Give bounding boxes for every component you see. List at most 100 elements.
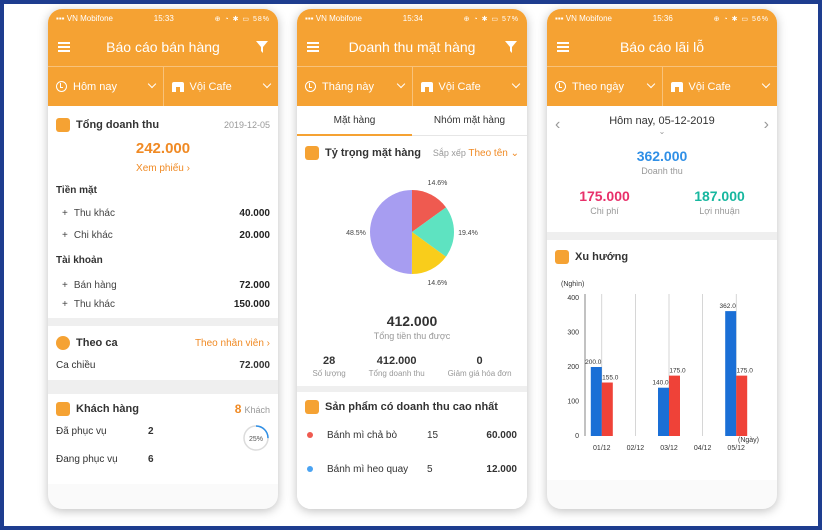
cost-value: 175.000 — [579, 188, 630, 204]
x-tick-label: 05/12 — [727, 445, 745, 452]
cost-label: Chi phí — [590, 206, 619, 216]
money-icon — [56, 118, 70, 132]
x-tick-label: 01/12 — [593, 445, 611, 452]
pie-slice — [412, 207, 454, 257]
time-filter-dropdown[interactable]: Theo ngày — [547, 67, 662, 106]
bar-value-label: 155.0 — [602, 375, 619, 382]
battery: 58% — [252, 15, 270, 23]
list-item[interactable]: Bánh mì chả bò 15 60.000 — [297, 418, 527, 452]
chevron-down-icon — [396, 79, 405, 89]
divider — [48, 318, 278, 326]
total-revenue-amount: 242.000 — [135, 140, 191, 157]
filter-bar: Tháng này Vội Cafe — [297, 66, 527, 106]
time-filter-label: Hôm nay — [73, 80, 118, 93]
cash-label: Tiền mặt — [56, 184, 97, 196]
divider — [297, 386, 527, 392]
list-item[interactable]: Bánh mì heo quay 5 12.000 — [297, 452, 527, 486]
time-filter-dropdown[interactable]: Hôm nay — [48, 67, 163, 106]
clock: 15:34 — [402, 14, 423, 23]
date-navigator: ‹ Hôm nay, 05-12-2019 ⌄ › — [547, 106, 777, 144]
y-axis-label: (Nghìn) — [561, 281, 584, 288]
bar-value-label: 200.0 — [585, 359, 602, 366]
pie-slice-label: 19.4% — [458, 230, 478, 237]
pie-chart: 14.6% 19.4% 14.6% 48.5% — [346, 180, 478, 287]
store-filter-dropdown[interactable]: Vội Cafe — [661, 67, 778, 106]
tab-items[interactable]: Mặt hàng — [297, 106, 412, 136]
shift-icon — [56, 336, 70, 350]
share-label: Tỷ trọng mặt hàng — [325, 147, 421, 159]
top-products-label: Sản phẩm có doanh thu cao nhất — [325, 401, 498, 413]
stat-discount: 0 Giảm giá hóa đơn — [447, 355, 512, 378]
section-header: Sản phẩm có doanh thu cao nhất — [297, 396, 527, 418]
phone-item-revenue: ▪▪▪ VN Mobifone 15:34 ⊕ ◔ ✱ ▭ 57% Doanh … — [297, 9, 527, 509]
bar-value-label: 140.0 — [652, 380, 669, 387]
status-bar: ▪▪▪ VN Mobifone 15:34 ⊕ ◔ ✱ ▭ 57% — [297, 9, 527, 28]
trend-label: Xu hướng — [575, 251, 629, 263]
menu-icon[interactable] — [307, 42, 319, 52]
store-filter-label: Vội Cafe — [189, 80, 232, 93]
filter-icon[interactable] — [256, 41, 268, 53]
chevron-right-icon[interactable]: › — [763, 116, 769, 133]
bar — [658, 387, 669, 436]
filter-bar: Hôm nay Vội Cafe — [48, 66, 278, 106]
divider — [48, 380, 278, 394]
bar-chart: (Nghìn) 0 100 200 300 400 01/12 200.0 155.0 02/12… — [561, 281, 759, 452]
phone-profit-report: ▪▪▪ VN Mobifone 15:36 ⊕ ◔ ✱ ▭ 56% Báo cá… — [547, 9, 777, 509]
y-tick-label: 400 — [567, 295, 579, 302]
filter-bar: Theo ngày Vội Cafe — [547, 66, 777, 106]
store-filter-dropdown[interactable]: Vội Cafe — [162, 67, 279, 106]
shift-label: Theo ca — [76, 337, 118, 349]
chevron-left-icon[interactable]: ‹ — [555, 116, 561, 133]
clock-icon — [305, 81, 316, 92]
total-revenue-panel: Tổng doanh thu 2019-12-05 242.000 Xem ph… — [48, 106, 278, 318]
bar — [669, 375, 680, 436]
view-receipts-link[interactable]: Xem phiếu › — [136, 163, 190, 174]
trophy-icon — [305, 400, 319, 414]
stat-revenue: 412.000 Tổng doanh thu — [368, 355, 425, 378]
menu-icon[interactable] — [58, 42, 70, 52]
x-tick-label: 03/12 — [660, 445, 678, 452]
profit-value: 187.000 — [694, 188, 745, 204]
menu-icon[interactable] — [557, 42, 569, 52]
report-date: 2019-12-05 — [223, 120, 270, 130]
by-staff-link[interactable]: Theo nhân viên › — [194, 337, 270, 349]
customer-unit: Khách — [244, 405, 270, 415]
signal-icon: ▪▪▪ — [555, 14, 564, 23]
signal-icon: ▪▪▪ — [305, 14, 314, 23]
store-filter-label: Vội Cafe — [688, 80, 731, 93]
tab-bar: Mặt hàng Nhóm mặt hàng — [297, 106, 527, 136]
tab-item-groups[interactable]: Nhóm mặt hàng — [433, 115, 506, 126]
signal-icon: ▪▪▪ — [56, 14, 65, 23]
account-label: Tài khoản — [56, 254, 103, 266]
stats-row: 28 Số lượng 412.000 Tổng doanh thu 0 Giảm g… — [297, 341, 527, 386]
y-tick-label: 200 — [567, 364, 579, 371]
phone-sales-report: ▪▪▪ VN Mobifone 15:33 ⊕ ◔ ✱ ▭ 58% Báo cá… — [48, 9, 278, 509]
time-filter-dropdown[interactable]: Tháng này — [297, 67, 412, 106]
store-filter-dropdown[interactable]: Vội Cafe — [411, 67, 528, 106]
store-icon — [171, 81, 184, 92]
y-tick-label: 0 — [575, 433, 579, 440]
section-header: Tổng doanh thu 2019-12-05 — [48, 114, 278, 136]
chevron-down-icon[interactable]: ⌄ — [658, 126, 666, 136]
pie-slice-label: 14.6% — [428, 180, 448, 187]
chevron-down-icon — [646, 79, 655, 89]
sort-dropdown[interactable]: Sắp xếp Theo tên ⌄ — [432, 147, 519, 159]
chevron-down-icon — [761, 79, 771, 89]
revenue-label: Doanh thu — [641, 166, 683, 176]
progress-ring: 25% — [243, 425, 269, 451]
clock: 15:33 — [153, 14, 174, 23]
pie-slice — [370, 190, 412, 274]
store-filter-label: Vội Cafe — [438, 80, 481, 93]
section-header: Khách hàng 8 Khách — [48, 398, 278, 420]
status-icons: ⊕ ◔ ✱ ▭ — [713, 15, 750, 23]
chevron-down-icon — [147, 79, 156, 89]
divider — [547, 232, 777, 240]
shift-panel: Theo ca Theo nhân viên › Ca chiều 72.000 — [48, 326, 278, 380]
app-header: Doanh thu mặt hàng — [297, 28, 527, 66]
store-icon — [420, 81, 433, 92]
app-header: Báo cáo lãi lỗ — [547, 28, 777, 66]
filter-icon[interactable] — [505, 41, 517, 53]
